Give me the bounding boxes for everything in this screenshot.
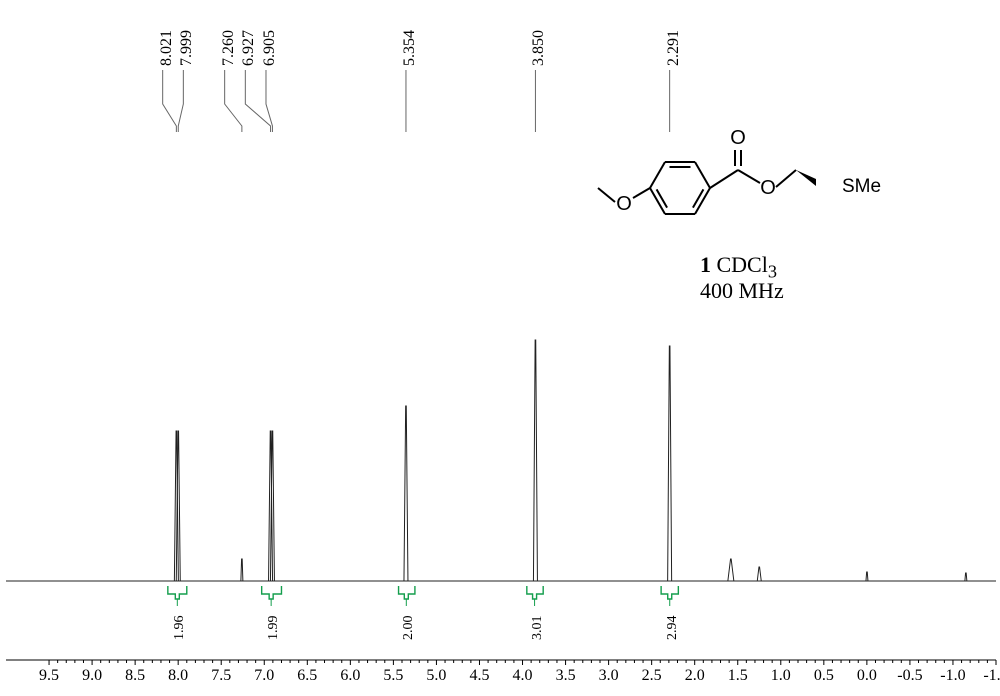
integral-value: 2.00 bbox=[401, 616, 417, 641]
axis-tick-label: -0.5 bbox=[897, 667, 922, 685]
axis-tick-label: 2.5 bbox=[642, 667, 662, 685]
axis-tick-label: 3.5 bbox=[556, 667, 576, 685]
peak-shift-label: 5.354 bbox=[401, 30, 419, 66]
svg-text:O: O bbox=[730, 127, 746, 149]
svg-text:O: O bbox=[760, 177, 776, 199]
axis-tick-label: 4.0 bbox=[513, 667, 533, 685]
spectrum-svg bbox=[0, 0, 1000, 696]
axis-tick-label: 6.0 bbox=[340, 667, 360, 685]
axis-tick-label: 3.0 bbox=[599, 667, 619, 685]
peak-shift-label: 7.999 bbox=[178, 30, 196, 66]
svg-text:SMe: SMe bbox=[842, 176, 881, 197]
peak-shift-label: 6.927 bbox=[240, 30, 258, 66]
axis-tick-label: -1.5 bbox=[983, 667, 1000, 685]
peak-shift-label: 7.260 bbox=[220, 30, 238, 66]
axis-tick-label: 6.5 bbox=[297, 667, 317, 685]
axis-tick-label: 1.0 bbox=[771, 667, 791, 685]
integral-value: 2.94 bbox=[665, 616, 681, 641]
axis-tick-label: 1.5 bbox=[728, 667, 748, 685]
molecule-structure: O O SMe O bbox=[560, 110, 930, 250]
peak-shift-label: 3.850 bbox=[530, 30, 548, 66]
axis-tick-label: -1.0 bbox=[940, 667, 965, 685]
integral-value: 3.01 bbox=[530, 616, 546, 641]
axis-tick-label: 4.5 bbox=[469, 667, 489, 685]
integral-value: 1.99 bbox=[266, 616, 282, 641]
axis-tick-label: 0.0 bbox=[857, 667, 877, 685]
integral-value: 1.96 bbox=[172, 616, 188, 641]
axis-tick-label: 0.5 bbox=[814, 667, 834, 685]
svg-text:O: O bbox=[616, 193, 632, 215]
compound-info-line-2: 400 MHz bbox=[700, 278, 784, 304]
axis-tick-label: 8.5 bbox=[125, 667, 145, 685]
axis-tick-label: 5.5 bbox=[383, 667, 403, 685]
axis-tick-label: 7.0 bbox=[254, 667, 274, 685]
axis-tick-label: 9.0 bbox=[82, 667, 102, 685]
axis-tick-label: 2.0 bbox=[685, 667, 705, 685]
peak-shift-label: 2.291 bbox=[665, 30, 683, 66]
axis-tick-label: 7.5 bbox=[211, 667, 231, 685]
axis-tick-label: 8.0 bbox=[168, 667, 188, 685]
nmr-spectrum: 1 CDCl3 400 MHz OOSMeO 9.59.08.58.07.57.… bbox=[0, 0, 1000, 696]
axis-tick-label: 9.5 bbox=[39, 667, 59, 685]
peak-shift-label: 6.905 bbox=[261, 30, 279, 66]
axis-tick-label: 5.0 bbox=[426, 667, 446, 685]
peak-shift-label: 8.021 bbox=[158, 30, 176, 66]
